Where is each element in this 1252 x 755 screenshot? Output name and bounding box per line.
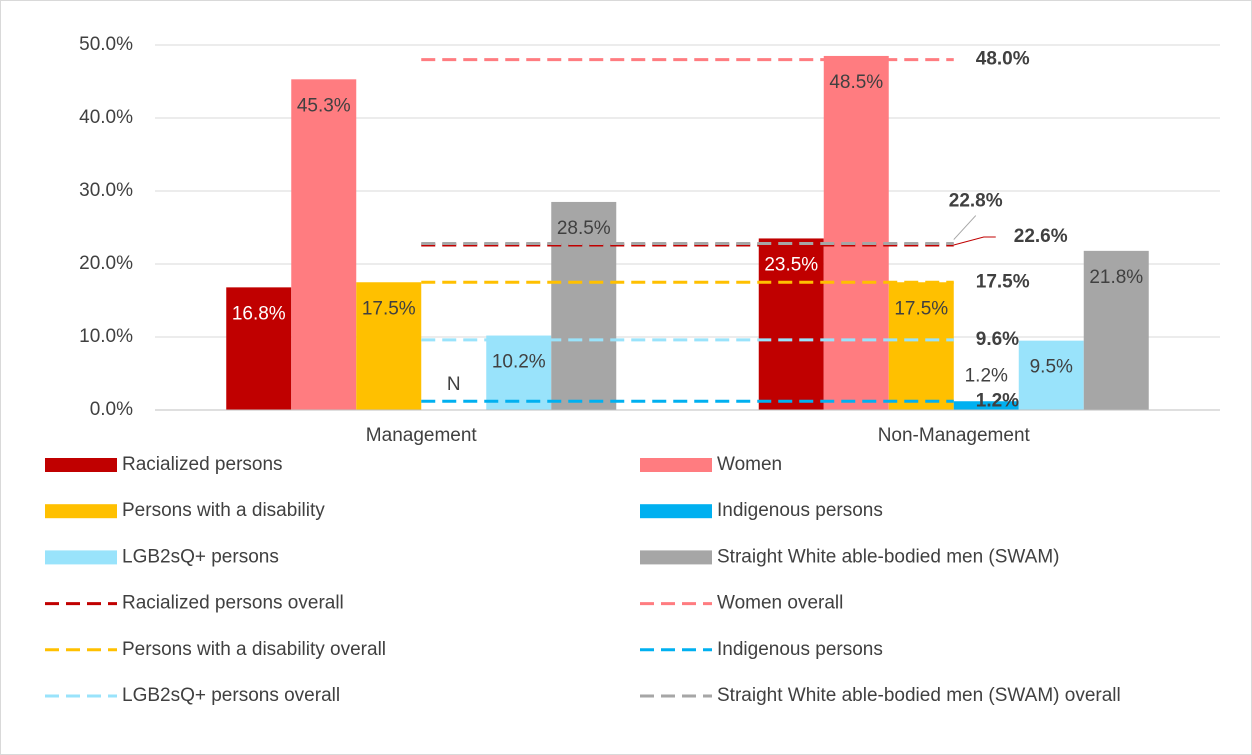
reference-label: 48.0% xyxy=(976,49,1030,70)
legend-label: Racialized persons overall xyxy=(122,593,344,614)
data-label: 17.5% xyxy=(362,298,416,319)
data-label: 45.3% xyxy=(297,95,351,116)
bar xyxy=(1018,340,1084,410)
bar xyxy=(291,79,357,410)
bar xyxy=(823,55,889,410)
bar xyxy=(953,401,1019,410)
leader-line xyxy=(953,215,977,240)
y-tick-label: 10.0% xyxy=(79,326,133,347)
data-label: 1.2% xyxy=(965,365,1008,386)
bar xyxy=(356,282,422,410)
legend-label: Persons with a disability overall xyxy=(122,639,386,660)
data-label: 17.5% xyxy=(894,298,948,319)
bar xyxy=(888,282,954,410)
data-label: 16.8% xyxy=(232,303,286,324)
bar xyxy=(1083,250,1149,410)
y-tick-label: 50.0% xyxy=(79,34,133,55)
data-label: 10.2% xyxy=(492,352,546,373)
data-label: 28.5% xyxy=(557,218,611,239)
legend-swatch xyxy=(640,550,712,565)
reference-label: 17.5% xyxy=(976,271,1030,292)
x-tick-label: Non-Management xyxy=(878,425,1031,446)
data-label: 23.5% xyxy=(764,254,818,275)
reference-label: 1.2% xyxy=(976,390,1019,411)
reference-label: 22.6% xyxy=(1014,226,1068,247)
bar xyxy=(758,238,824,410)
reference-label: 9.6% xyxy=(976,329,1019,350)
y-tick-label: 30.0% xyxy=(79,180,133,201)
legend-label: LGB2sQ+ persons overall xyxy=(122,685,340,706)
legend-swatch xyxy=(45,458,117,472)
bar xyxy=(226,287,292,410)
legend-swatch xyxy=(45,550,117,565)
legend-label: Racialized persons xyxy=(122,454,283,475)
data-label: 9.5% xyxy=(1030,357,1073,378)
legend-label: Indigenous persons xyxy=(717,500,883,521)
data-label: N xyxy=(447,374,461,395)
bar xyxy=(551,201,617,410)
legend-label: LGB2sQ+ persons xyxy=(122,546,279,567)
bar xyxy=(486,335,552,410)
y-tick-label: 0.0% xyxy=(90,399,133,420)
legend-swatch xyxy=(640,458,712,472)
reference-label: 22.8% xyxy=(949,191,1003,212)
x-tick-label: Management xyxy=(366,425,478,446)
y-tick-label: 40.0% xyxy=(79,107,133,128)
legend-label: Straight White able-bodied men (SWAM) xyxy=(717,546,1059,567)
leader-line xyxy=(953,236,996,246)
data-label: 21.8% xyxy=(1089,267,1143,288)
y-tick-label: 20.0% xyxy=(79,253,133,274)
legend-label: Straight White able-bodied men (SWAM) ov… xyxy=(717,685,1121,706)
legend-swatch xyxy=(640,504,712,519)
legend-label: Indigenous persons xyxy=(717,639,883,660)
legend-swatch xyxy=(45,504,117,519)
data-label: 48.5% xyxy=(829,72,883,93)
legend-label: Women xyxy=(717,454,782,475)
legend-label: Women overall xyxy=(717,593,843,614)
legend-label: Persons with a disability xyxy=(122,500,325,521)
